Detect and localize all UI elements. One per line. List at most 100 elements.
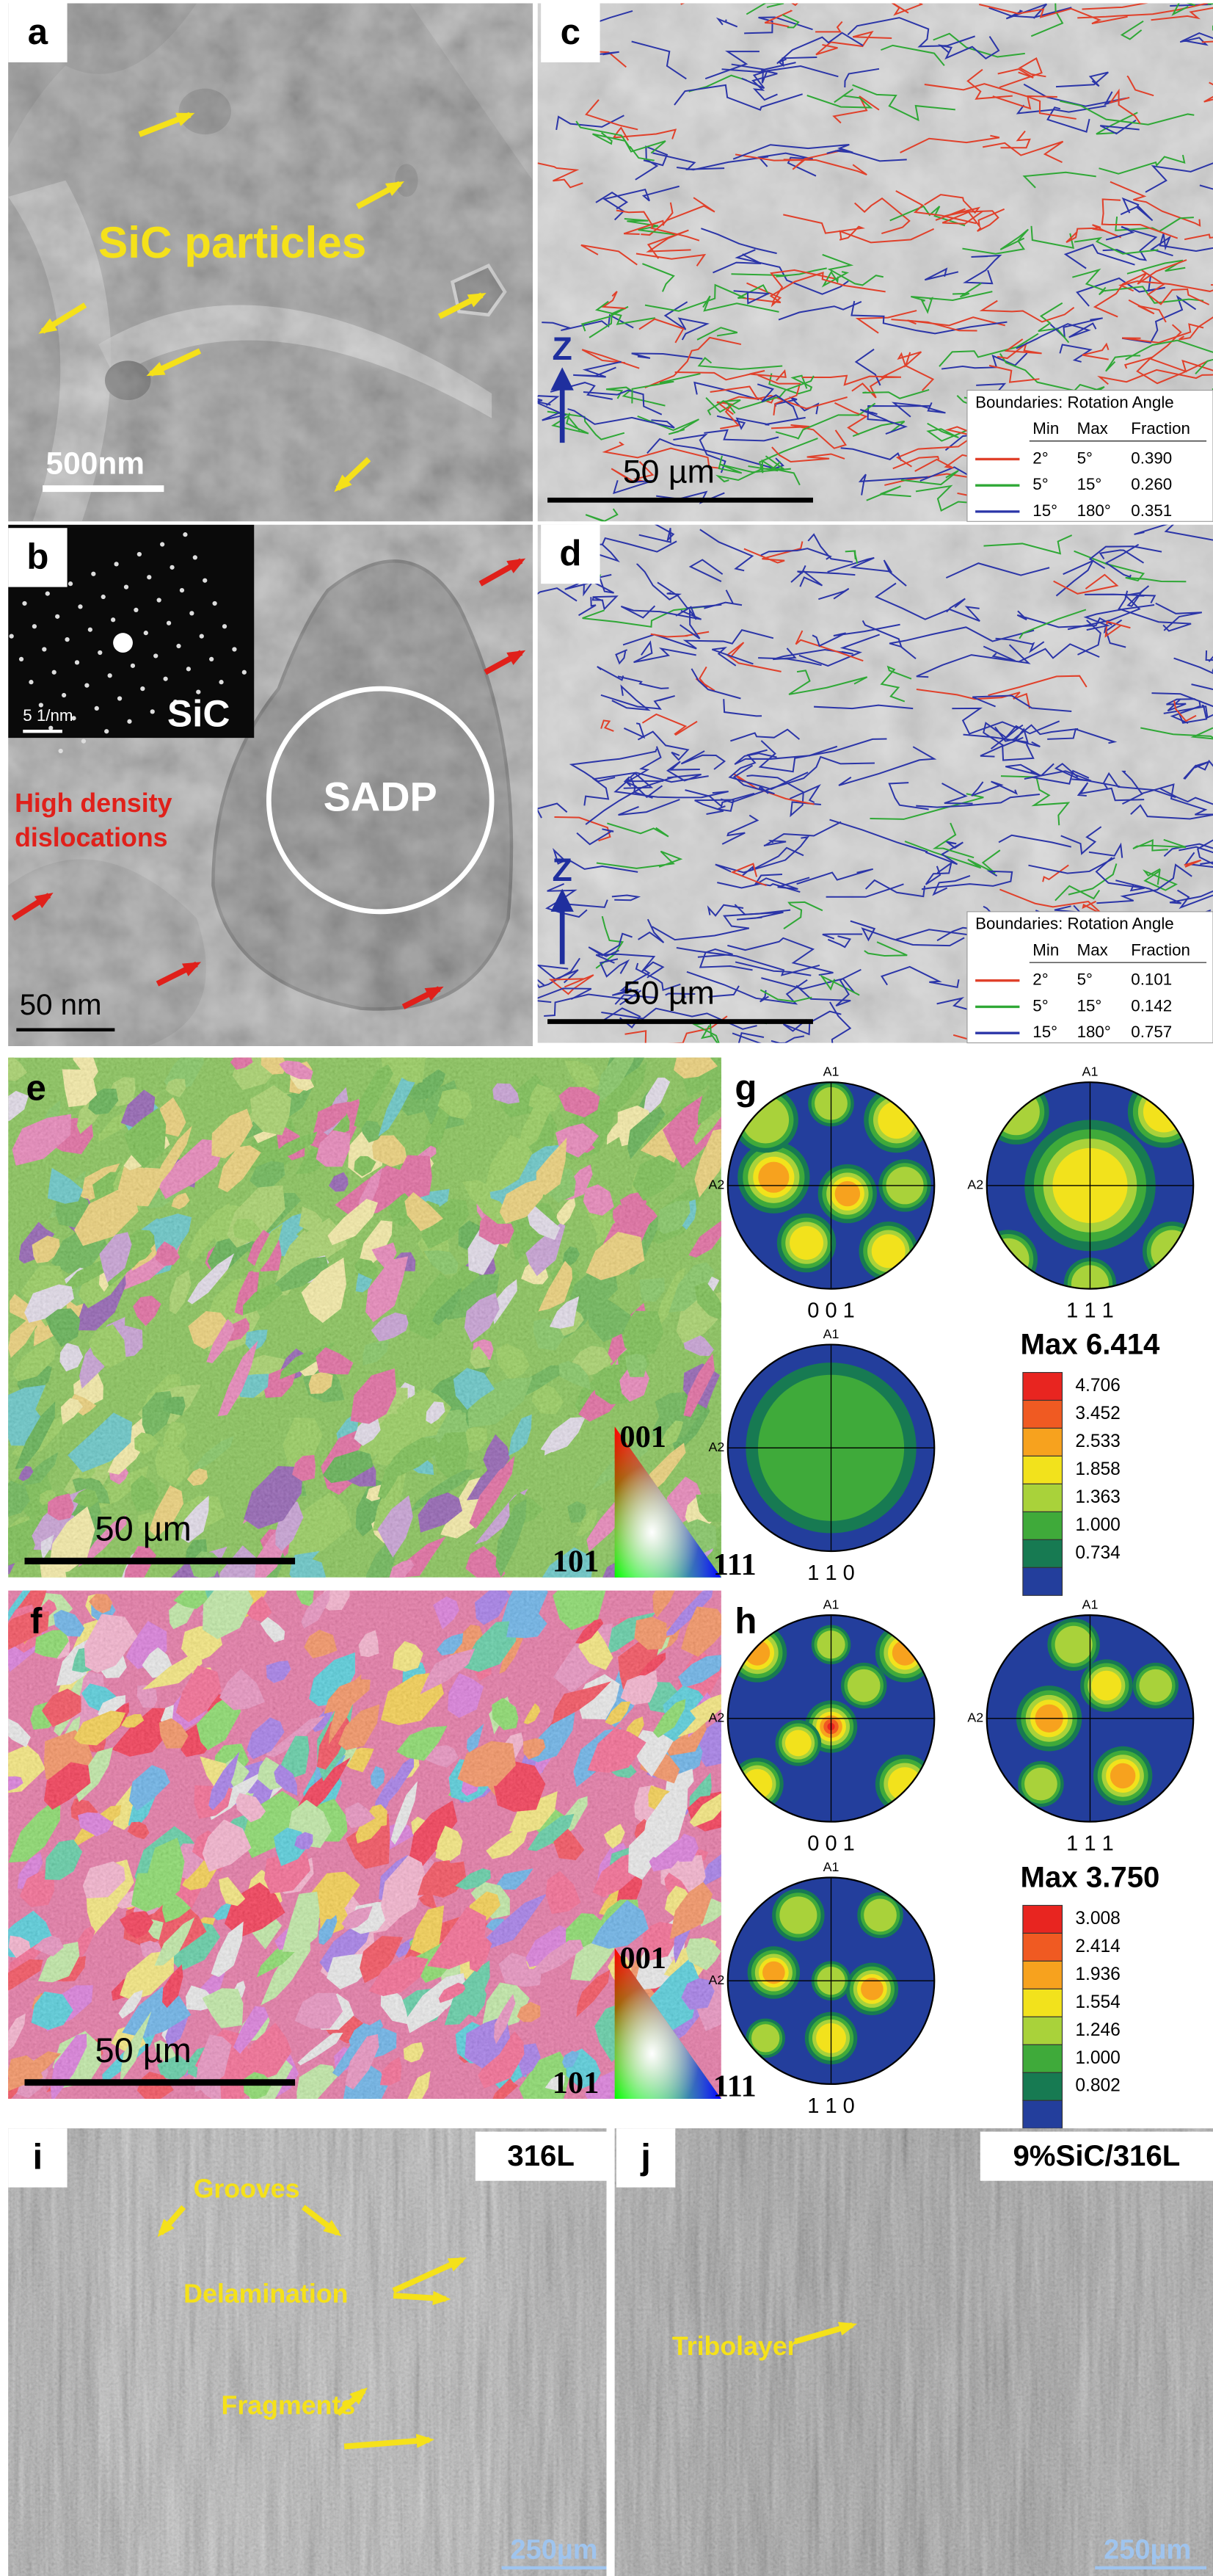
grain-boundary xyxy=(776,32,864,65)
grain-boundary xyxy=(1126,75,1154,97)
grain-boundary xyxy=(807,533,853,563)
diffraction-spot xyxy=(87,627,92,632)
grain-boundary xyxy=(537,802,568,819)
panel-j xyxy=(614,2128,1213,2576)
grain-boundary xyxy=(935,208,999,232)
grain-boundary xyxy=(925,841,964,866)
grain-boundary xyxy=(839,228,935,244)
scale-value: 0.802 xyxy=(1075,2076,1120,2096)
pole-caption: 1 1 0 xyxy=(807,1561,855,1585)
grain-boundary xyxy=(983,534,1073,555)
grain-boundary xyxy=(1184,233,1213,241)
pole-axis-label: A1 xyxy=(1082,1597,1099,1611)
grain-boundary xyxy=(1184,852,1213,868)
grain-boundary xyxy=(1088,545,1162,570)
grain-boundary xyxy=(1125,339,1213,360)
diffraction-spot xyxy=(192,555,197,560)
pole-contour xyxy=(993,1088,1040,1136)
texture xyxy=(8,3,533,522)
grain-boundary xyxy=(924,83,1057,98)
grain-boundary xyxy=(1179,846,1213,854)
grain-boundary xyxy=(718,455,791,474)
sample-tag: 316L xyxy=(507,2139,575,2172)
diffraction-spot xyxy=(78,604,83,609)
grain-boundary xyxy=(720,755,875,803)
grain-boundary xyxy=(699,529,754,572)
grain-boundary xyxy=(1054,885,1101,901)
scale-swatch xyxy=(1022,2100,1063,2129)
grain-boundary xyxy=(1063,244,1135,269)
grain-boundary xyxy=(688,74,748,92)
panel-i xyxy=(8,2128,607,2576)
axis-label: Z xyxy=(553,331,572,367)
grain-boundary xyxy=(646,438,784,470)
grain-boundary xyxy=(548,974,594,995)
grain-boundary xyxy=(710,385,776,404)
grain-boundary xyxy=(1082,3,1148,10)
grain-boundary xyxy=(1095,857,1145,892)
pole-contour xyxy=(987,1238,1030,1281)
grain-boundary xyxy=(637,415,699,435)
grain-boundary xyxy=(1155,602,1202,631)
grain-boundary xyxy=(1195,358,1213,374)
grain-boundary xyxy=(544,990,642,1017)
grain-boundary xyxy=(705,396,741,414)
grain-boundary xyxy=(612,968,651,996)
grain-boundary xyxy=(595,915,624,969)
grain-boundary xyxy=(1016,322,1097,349)
diffraction-spot xyxy=(18,656,24,662)
grain-boundary xyxy=(864,941,908,957)
legend-cell: 15° xyxy=(1032,1023,1057,1041)
grain-boundary xyxy=(605,386,666,407)
grain-boundary xyxy=(744,16,813,35)
arrow-head xyxy=(146,362,166,377)
pole-contour xyxy=(1139,1669,1173,1702)
scale-swatch xyxy=(1022,2016,1063,2045)
arrow-head xyxy=(467,293,487,308)
scale-bar-label: 250µm xyxy=(511,2535,598,2566)
grain-boundary xyxy=(1060,826,1102,855)
grain-boundary xyxy=(614,994,656,1005)
grain-boundary xyxy=(554,816,611,842)
label-box xyxy=(8,2128,68,2188)
legend-header: Max xyxy=(1077,940,1108,959)
scale-value: 3.008 xyxy=(1075,1909,1120,1929)
diffraction-spot xyxy=(51,670,57,675)
grain-boundary xyxy=(721,814,760,845)
diffraction-spot xyxy=(147,575,152,580)
grain-boundary xyxy=(731,63,769,90)
grain-boundary xyxy=(734,904,784,921)
legend-cell: 0.390 xyxy=(1131,449,1172,467)
grain-boundary xyxy=(921,870,1013,890)
grain-boundary xyxy=(1126,259,1186,275)
scale-swatch xyxy=(1022,1511,1063,1540)
grain-boundary xyxy=(764,10,793,28)
grain-boundary xyxy=(537,587,578,602)
grain-boundary xyxy=(638,918,665,943)
diffraction-spot xyxy=(111,617,116,623)
grain-boundary xyxy=(1088,842,1123,858)
panel-label: f xyxy=(30,1601,43,1641)
pole-caption: 1 1 1 xyxy=(1066,1299,1114,1323)
grain-boundary xyxy=(983,722,1024,747)
grain-boundary xyxy=(1077,620,1101,656)
panel-label: g xyxy=(735,1068,757,1108)
grain-boundary xyxy=(855,310,917,334)
pole-contour xyxy=(751,2024,780,2053)
grain-boundary xyxy=(737,1032,765,1043)
grain-boundary xyxy=(613,479,653,495)
grain-boundary xyxy=(1005,763,1054,777)
grain-boundary xyxy=(1123,356,1209,385)
grain-boundary xyxy=(713,253,762,274)
grain-boundary xyxy=(733,290,771,305)
grain-boundary xyxy=(988,7,1072,18)
diffraction-spot xyxy=(222,624,227,629)
diffraction-spot xyxy=(65,636,70,642)
grain-boundary xyxy=(1018,643,1100,663)
grain-boundary xyxy=(840,447,903,462)
grain-boundary xyxy=(1140,727,1213,739)
grain-boundary xyxy=(932,822,975,859)
diffraction-spot xyxy=(127,719,132,724)
grain-boundary xyxy=(941,208,1005,229)
grain-boundary xyxy=(1103,619,1126,648)
